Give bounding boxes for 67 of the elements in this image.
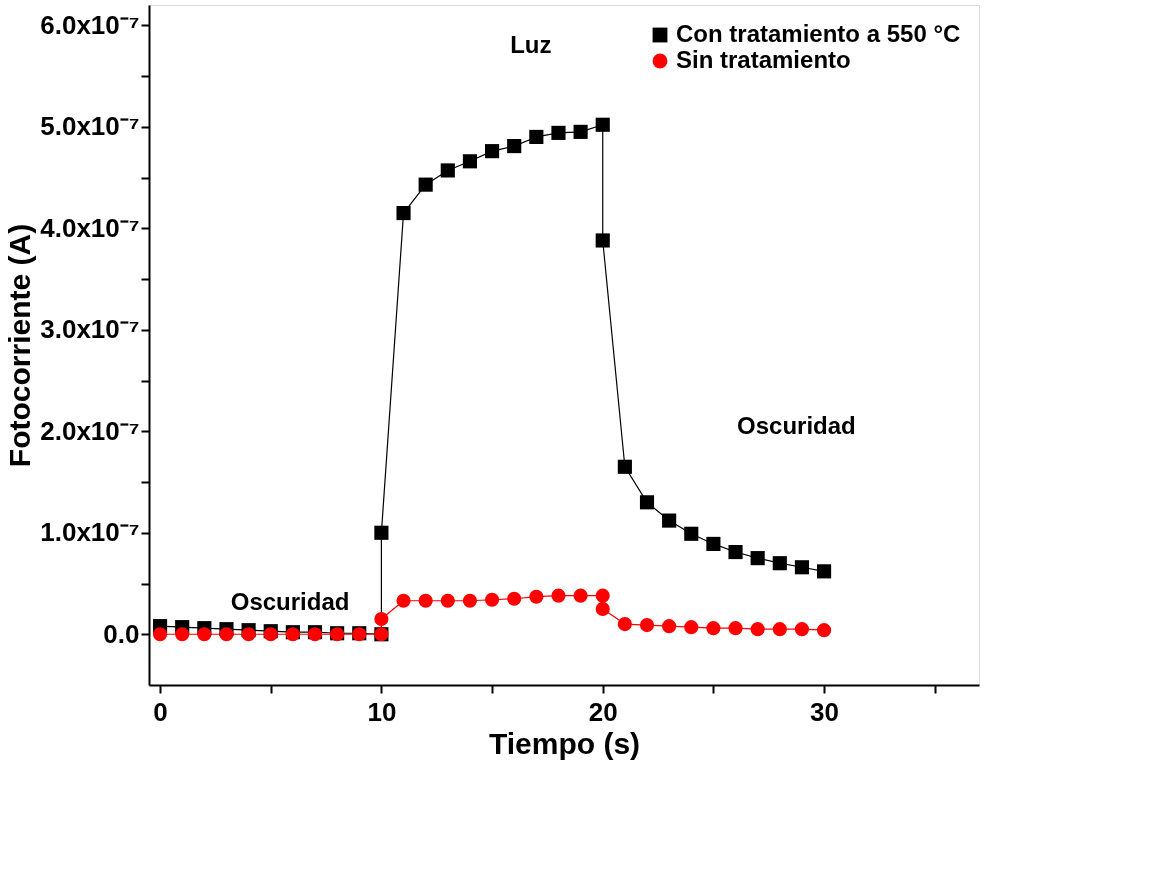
- point: [728, 621, 743, 636]
- annotation: Oscuridad: [230, 588, 350, 616]
- point: [794, 560, 809, 575]
- point: [573, 588, 588, 603]
- point: [662, 619, 677, 634]
- point: [750, 551, 765, 566]
- annotation: Oscuridad: [737, 411, 856, 439]
- point: [440, 593, 455, 608]
- point: [507, 139, 522, 154]
- point: [750, 622, 765, 637]
- x-tick-label: 10: [367, 696, 397, 727]
- point: [374, 525, 389, 540]
- legend-label: Sin tratamiento: [676, 46, 851, 73]
- point: [374, 611, 389, 627]
- annotation: Luz: [510, 30, 552, 58]
- y-tick-label: 1.0x10⁻⁷: [40, 517, 140, 548]
- point: [595, 601, 610, 616]
- y-tick-label: 3.0x10⁻⁷: [40, 314, 140, 345]
- point: [485, 592, 500, 607]
- point: [241, 627, 256, 642]
- y-tick-label: 2.0x10⁻⁷: [40, 415, 140, 446]
- point: [551, 125, 566, 140]
- point: [197, 627, 212, 642]
- point: [684, 620, 699, 635]
- point: [595, 233, 610, 248]
- point: [396, 593, 411, 608]
- point: [794, 622, 809, 637]
- point: [529, 589, 544, 604]
- point: [639, 495, 655, 510]
- point: [595, 588, 610, 603]
- point: [817, 564, 832, 579]
- point: [462, 593, 477, 608]
- point: [153, 627, 168, 642]
- point: [396, 205, 411, 221]
- x-tick-label: 20: [588, 696, 618, 727]
- legend-label: Con tratamiento a 550 °C: [676, 20, 961, 47]
- point: [440, 163, 455, 178]
- point: [485, 144, 500, 159]
- point: [772, 622, 787, 637]
- point: [639, 618, 655, 633]
- x-axis-title: Tiempo (s): [488, 726, 641, 760]
- point: [772, 556, 787, 571]
- y-tick-label: 5.0x10⁻⁷: [40, 111, 140, 142]
- x-tick-label: 30: [810, 696, 840, 727]
- point: [529, 129, 544, 145]
- point: [219, 627, 234, 642]
- y-tick-label: 4.0x10⁻⁷: [40, 212, 140, 243]
- point: [573, 124, 588, 139]
- point: [551, 588, 566, 603]
- point: [817, 623, 832, 638]
- point: [706, 621, 721, 636]
- y-tick-label: 0.0: [103, 618, 140, 649]
- point: [728, 544, 743, 560]
- point: [418, 177, 433, 192]
- point: [617, 459, 632, 474]
- point: [684, 526, 699, 541]
- point: [462, 154, 477, 169]
- point: [617, 617, 632, 632]
- point: [706, 536, 721, 551]
- y-tick-label: 6.0x10⁻⁷: [40, 9, 140, 40]
- point: [175, 627, 190, 642]
- x-tick-label: 0: [153, 696, 168, 727]
- y-axis-title: Fotocorriente (A): [3, 223, 37, 468]
- point: [507, 591, 522, 606]
- point: [418, 593, 433, 608]
- point: [662, 513, 677, 528]
- point: [595, 117, 610, 132]
